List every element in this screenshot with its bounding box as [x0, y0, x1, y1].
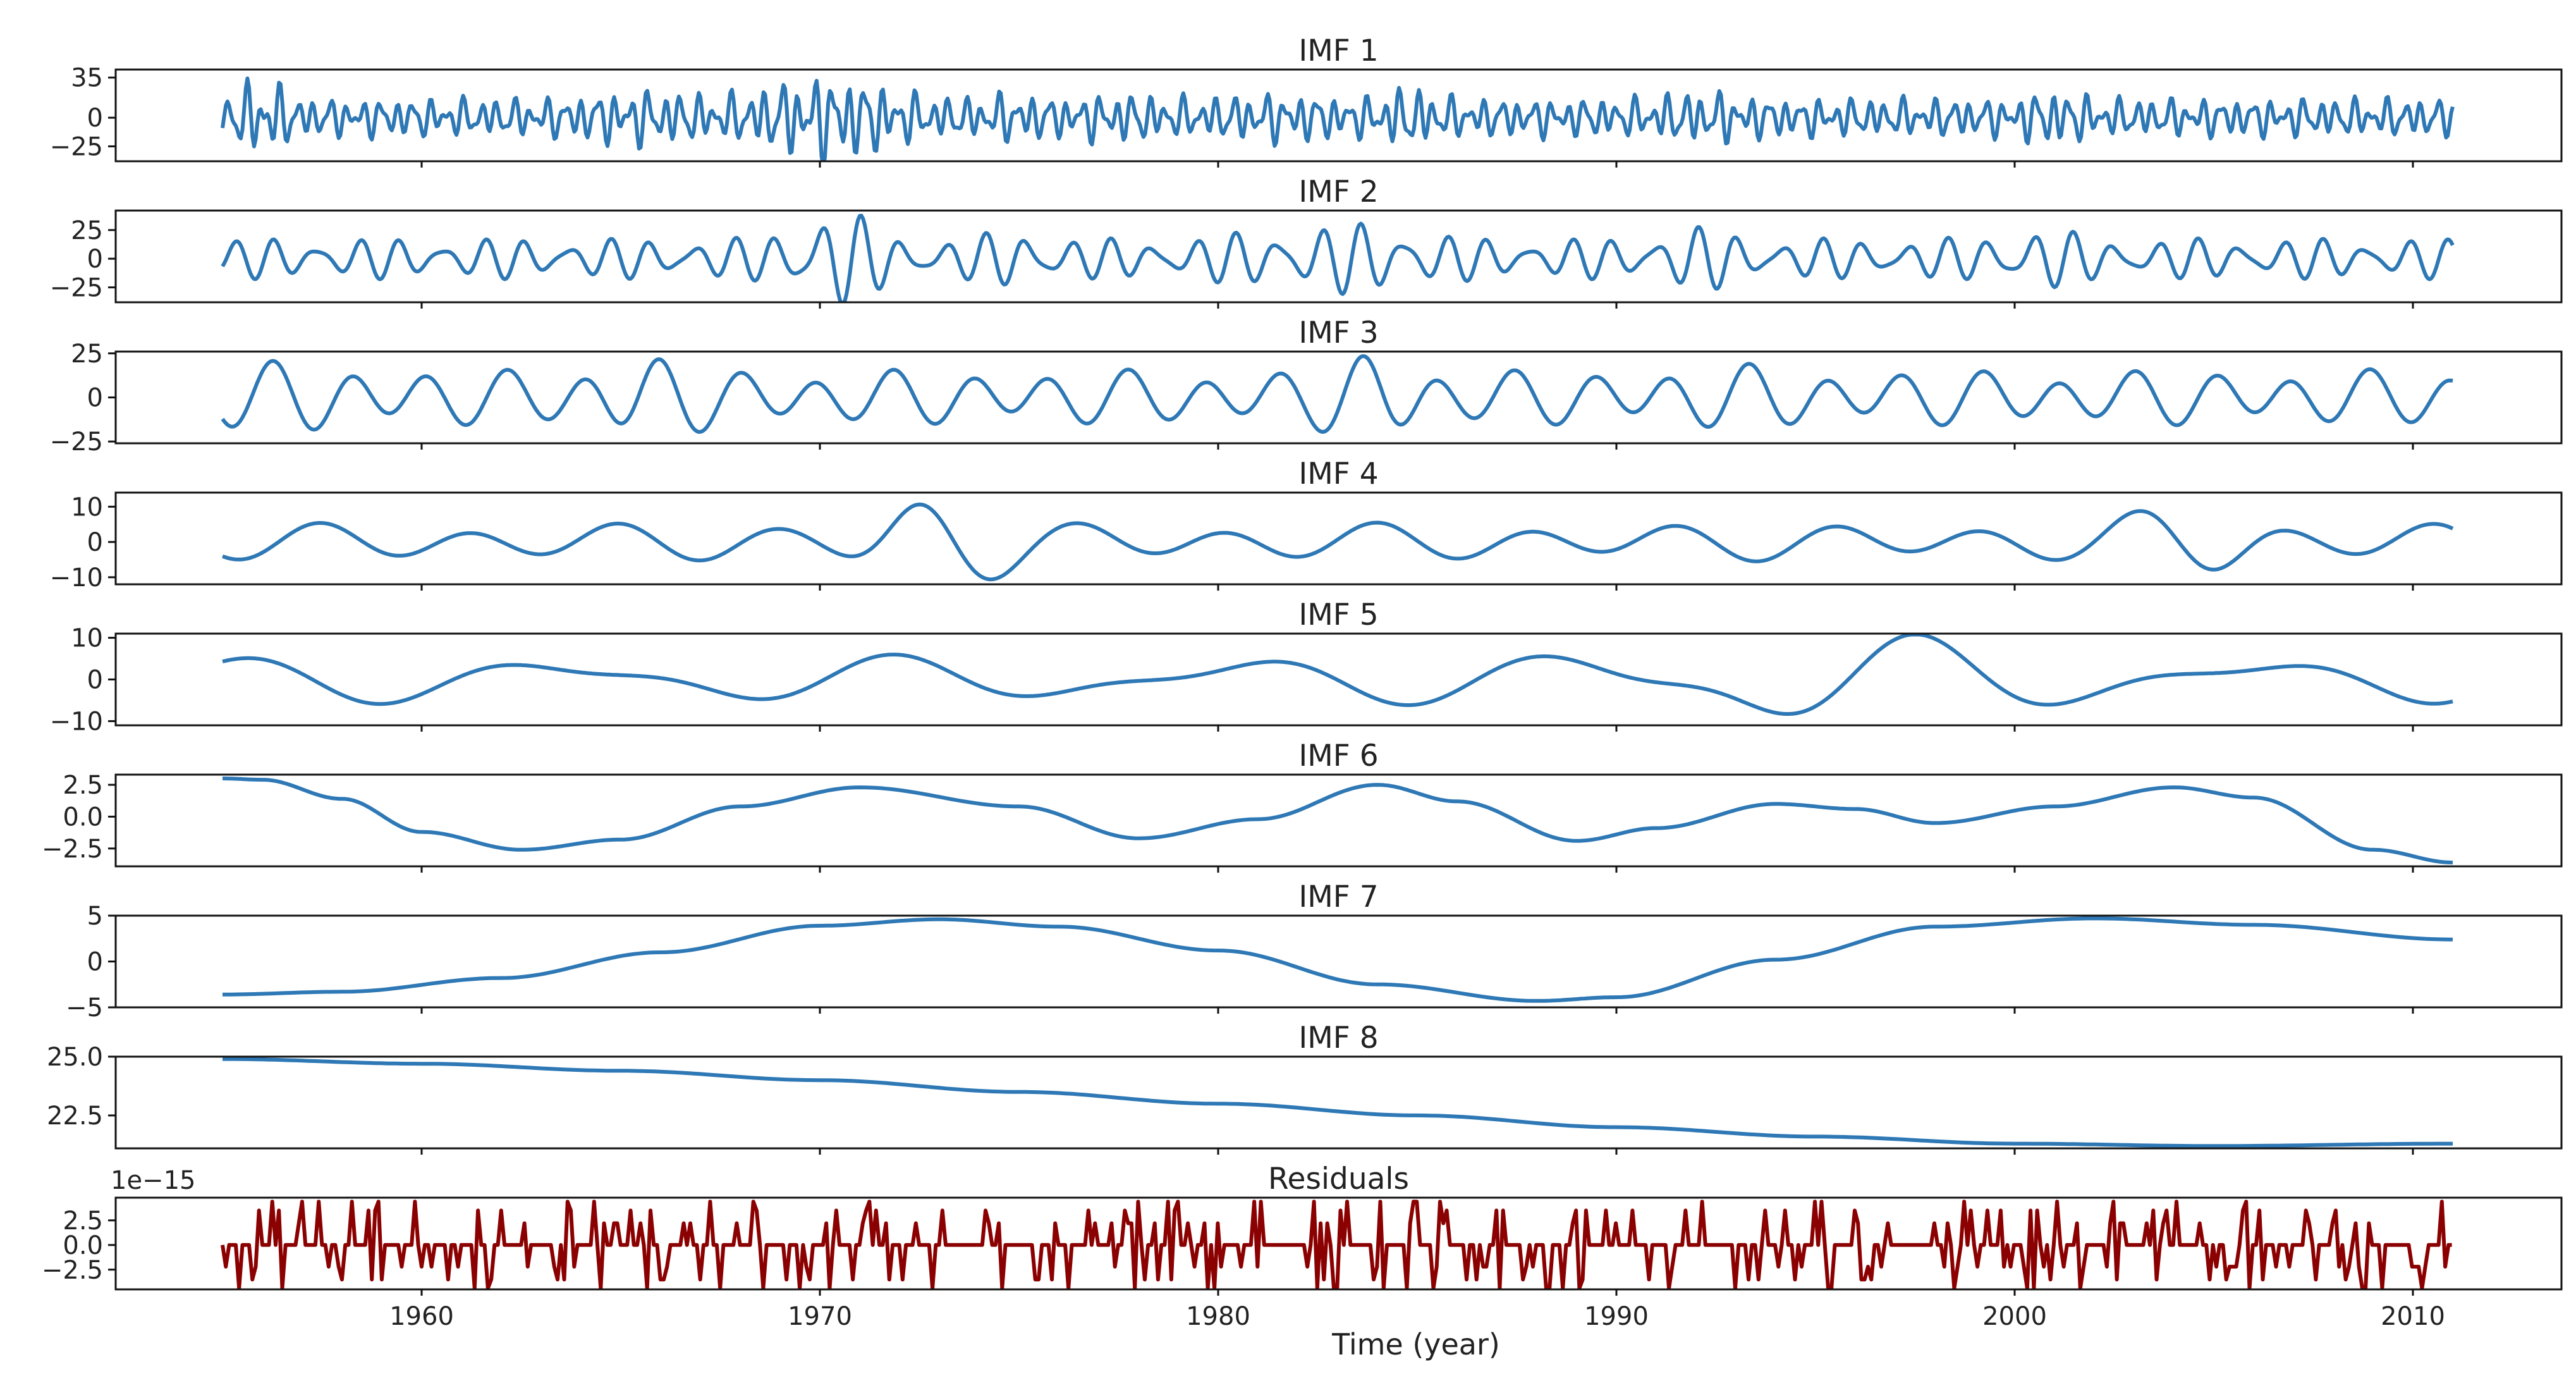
panel-title: IMF 3: [1298, 316, 1378, 350]
x-tick-label: 1990: [1584, 1302, 1649, 1331]
panel-8: IMF 8 25.0 22.5: [47, 1021, 2563, 1155]
axes-frame: [114, 350, 2563, 445]
y-tick-label: 0: [87, 528, 103, 557]
series-line-5: [222, 634, 2453, 716]
axes-frame: [114, 491, 2563, 586]
y-tick-label: −10: [50, 563, 103, 593]
y-tick-label: −2.5: [42, 1256, 103, 1285]
axes-frame: [114, 68, 2563, 163]
y-tick-label: 2.5: [63, 771, 103, 800]
x-tick-label: 1980: [1186, 1302, 1250, 1331]
series-line-9: [221, 1200, 2452, 1289]
y-tick-label: 0: [87, 245, 103, 274]
y-tick-label: 2.5: [63, 1207, 103, 1236]
y-offset-label: 1e−15: [111, 1166, 195, 1195]
x-tick-label: 2000: [1982, 1302, 2047, 1331]
y-tick-label: 0: [87, 104, 103, 133]
y-tick-label: −10: [50, 707, 103, 736]
panel-2: IMF 2 250−25: [50, 175, 2563, 309]
axes-frame: [114, 632, 2563, 727]
series-line-7: [223, 916, 2453, 1003]
panel-title: IMF 8: [1298, 1021, 1378, 1055]
panel-7: IMF 7 5 0 −5: [66, 880, 2563, 1023]
panel-title: IMF 5: [1298, 598, 1378, 632]
panel-title: IMF 7: [1298, 880, 1378, 914]
y-tick-label: −5: [66, 993, 103, 1023]
panel-title: IMF 6: [1298, 739, 1378, 773]
y-tick-label: −2.5: [42, 835, 103, 864]
panel-title: IMF 1: [1298, 34, 1378, 68]
series-line-4: [222, 502, 2454, 582]
panel-title: IMF 4: [1298, 457, 1378, 491]
panel-5: IMF 5 10 0 −10: [50, 598, 2563, 736]
y-tick-label: 10: [71, 493, 103, 522]
y-tick-label: 25: [71, 340, 103, 369]
y-tick-label: 0: [87, 666, 103, 695]
y-tick-label: 5: [87, 902, 103, 931]
series-line-2: [221, 214, 2455, 302]
y-tick-label: 0: [87, 384, 103, 413]
series-line-1: [221, 77, 2455, 161]
axes-frame: [114, 914, 2563, 1009]
y-tick-label: 22.5: [47, 1102, 103, 1131]
panel-4: IMF 4 10 0 −10: [50, 457, 2563, 593]
y-tick-label: 25: [71, 216, 103, 245]
panel-1: IMF 1 35 0−25: [50, 34, 2563, 168]
panel-3: IMF 3 25 0 −25: [50, 316, 2563, 457]
x-axis-label: Time (year): [1331, 1327, 1500, 1361]
x-tick-label: 1960: [389, 1302, 454, 1331]
y-tick-label: 10: [71, 624, 103, 653]
axes-frame: [114, 209, 2563, 304]
axes-frame: [114, 773, 2563, 868]
x-tick-label: 1970: [788, 1302, 852, 1331]
series-line-6: [222, 777, 2453, 864]
panel-6: IMF 6 2.50.0 −2.5: [42, 739, 2563, 873]
series-line-3: [221, 354, 2453, 434]
y-tick-label: 0.0: [63, 1231, 103, 1260]
y-tick-label: 0.0: [63, 802, 103, 832]
y-tick-label: −25: [50, 273, 103, 302]
panel-9: Residuals 1e−15 2.50.0−2.5 1960 1970 1980 1990…: [42, 1162, 2563, 1331]
panel-title: IMF 2: [1298, 175, 1378, 209]
y-tick-label: −25: [50, 427, 103, 457]
axes-frame: [114, 1055, 2563, 1150]
y-tick-label: 25.0: [47, 1043, 103, 1072]
y-tick-label: 0: [87, 948, 103, 977]
y-tick-label: 35: [71, 64, 103, 93]
x-tick-label: 2010: [2381, 1302, 2445, 1331]
axes-frame: [114, 1196, 2563, 1291]
series-line-8: [223, 1057, 2453, 1148]
panel-title: Residuals: [1268, 1162, 1409, 1196]
y-tick-label: −25: [50, 132, 103, 161]
